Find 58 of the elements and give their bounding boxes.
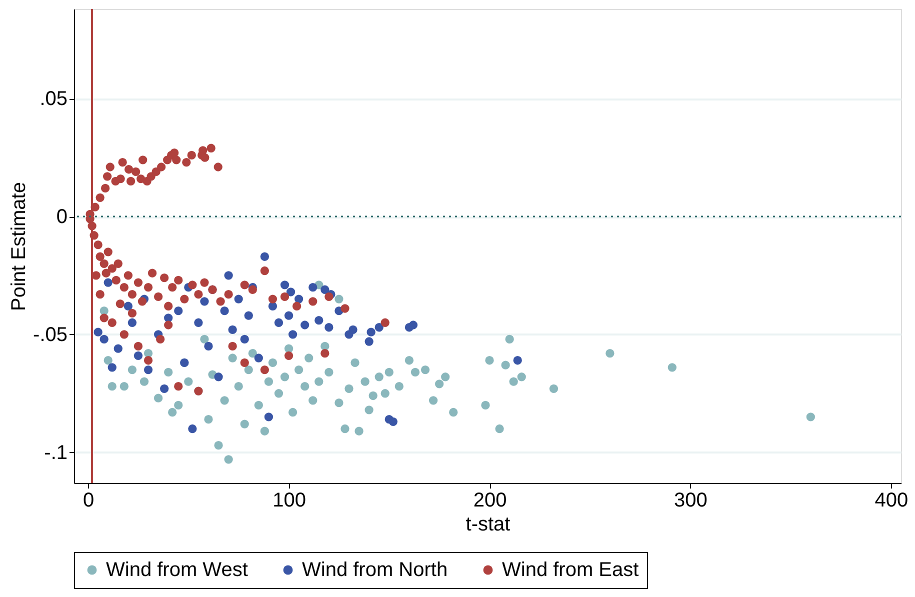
point: [240, 334, 249, 344]
point: [294, 294, 304, 304]
point: [174, 306, 183, 316]
x-axis-title: t-stat: [466, 514, 511, 536]
point: [284, 311, 294, 320]
point: [260, 252, 270, 261]
point: [314, 316, 324, 325]
legend-label: Wind from West: [106, 559, 248, 581]
point: [194, 318, 203, 327]
point: [234, 294, 243, 304]
point: [366, 328, 376, 336]
point: [244, 311, 253, 320]
point: [288, 330, 298, 339]
x-tick-label: 400: [874, 490, 908, 512]
point: [374, 323, 384, 332]
point: [348, 325, 358, 334]
y-axis-title: Point Estimate: [8, 182, 30, 311]
point: [308, 282, 318, 292]
point: [160, 384, 169, 393]
point: [224, 271, 233, 280]
point: [300, 320, 310, 330]
point: [408, 320, 418, 330]
point: [114, 344, 122, 353]
point: [388, 417, 398, 426]
point: [104, 278, 112, 287]
legend-label: Wind from East: [502, 559, 640, 581]
x-tick-label: 0: [82, 490, 94, 512]
point: [274, 318, 284, 327]
point: [264, 412, 274, 422]
point: [94, 328, 102, 336]
x-tick-label: 200: [473, 490, 507, 512]
y-tick-label: -.1: [44, 442, 68, 464]
point: [134, 351, 143, 360]
point: [320, 285, 330, 294]
y-tick-label: 0: [56, 206, 68, 228]
point: [254, 354, 263, 362]
point: [204, 342, 213, 351]
point: [100, 334, 108, 344]
point: [364, 337, 374, 346]
point: [220, 306, 229, 316]
y-tick-label: .05: [40, 88, 68, 110]
x-tick-label: 300: [674, 490, 708, 512]
point: [144, 365, 153, 374]
point: [124, 302, 133, 310]
point: [108, 363, 116, 372]
point: [324, 323, 334, 332]
point: [214, 372, 223, 382]
y-tick-label: -.05: [33, 324, 68, 346]
point: [280, 280, 290, 290]
legend-label: Wind from North: [302, 559, 448, 581]
point: [188, 424, 197, 434]
point: [513, 356, 522, 365]
point: [228, 325, 237, 334]
point: [200, 297, 209, 306]
point: [128, 318, 137, 327]
x-tick-label: 100: [272, 490, 306, 512]
point: [268, 302, 278, 310]
point: [286, 288, 296, 296]
